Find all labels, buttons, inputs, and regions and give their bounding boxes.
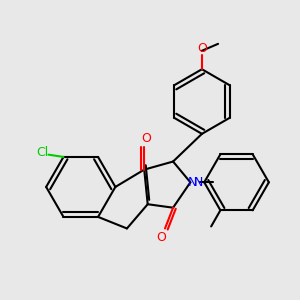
Text: O: O <box>157 231 166 244</box>
Text: N: N <box>188 176 197 189</box>
Text: O: O <box>197 42 207 55</box>
Text: N: N <box>194 176 203 189</box>
Text: O: O <box>142 132 152 145</box>
Text: Cl: Cl <box>37 146 49 159</box>
